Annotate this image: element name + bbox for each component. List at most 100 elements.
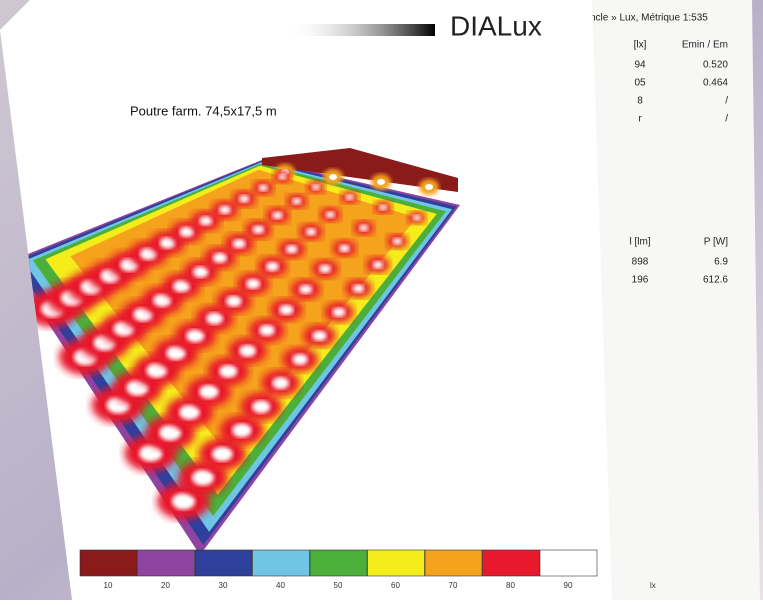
light-spot-core bbox=[412, 214, 421, 221]
light-spot-core bbox=[126, 379, 149, 396]
light-spot-core bbox=[265, 261, 279, 272]
light-spot-core bbox=[272, 377, 290, 390]
legend-label: 70 bbox=[449, 581, 458, 590]
cell: 8 bbox=[637, 96, 643, 107]
cell: 898 bbox=[632, 257, 649, 268]
light-spot-core bbox=[232, 239, 246, 249]
light-spot-core bbox=[166, 346, 186, 361]
light-spot-core bbox=[372, 261, 384, 269]
back-page-content: ncle » Lux, Métrique 1:535 [lx] Emin / Em… bbox=[590, 13, 728, 286]
legend-swatch bbox=[137, 549, 195, 577]
light-spot-core bbox=[159, 424, 182, 441]
wall bbox=[262, 148, 458, 192]
light-spot-core bbox=[319, 264, 331, 274]
light-spot-core bbox=[292, 197, 302, 205]
light-spot-core bbox=[238, 195, 250, 203]
logo: DIALux bbox=[450, 10, 542, 41]
light-spot-core bbox=[159, 237, 176, 249]
light-spot-core bbox=[232, 423, 252, 438]
light-spot-core bbox=[212, 252, 228, 263]
cell: 6.9 bbox=[714, 257, 728, 268]
light-spot-core bbox=[153, 293, 172, 307]
light-spot-core bbox=[252, 225, 265, 234]
cell: 0.464 bbox=[703, 78, 728, 89]
light-spot-core bbox=[206, 312, 223, 325]
light-spot-core bbox=[226, 295, 242, 307]
column-header: l [lm] bbox=[629, 237, 650, 248]
light-spot-core bbox=[239, 344, 257, 357]
light-spot-core bbox=[219, 205, 231, 215]
cell: 94 bbox=[634, 60, 646, 71]
legend-label: 90 bbox=[564, 581, 573, 590]
light-spot-core bbox=[305, 228, 317, 236]
legend-swatch bbox=[194, 549, 253, 577]
light-spot-core bbox=[332, 307, 346, 317]
legend-label: 20 bbox=[161, 581, 170, 590]
legend: 10 20 30 40 50 60 70 80 90 lx bbox=[79, 549, 656, 590]
light-spot-core bbox=[259, 324, 275, 336]
legend-swatch bbox=[482, 549, 540, 577]
light-spot-core bbox=[279, 304, 294, 315]
light-spot-core bbox=[139, 444, 163, 462]
header-bar bbox=[285, 24, 435, 36]
light-spot-core bbox=[179, 404, 200, 420]
light-spot-core bbox=[186, 329, 205, 343]
legend-label: 80 bbox=[506, 581, 515, 590]
legend-swatch bbox=[309, 549, 368, 577]
light-spot-core bbox=[219, 364, 238, 378]
light-spot-core bbox=[212, 446, 233, 462]
light-spot-core bbox=[258, 184, 268, 192]
light-spot-core bbox=[299, 284, 313, 295]
wall-spot-core bbox=[377, 179, 385, 185]
legend-label: 40 bbox=[276, 581, 285, 590]
cell: r bbox=[638, 114, 642, 125]
legend-unit: lx bbox=[650, 581, 656, 590]
legend-swatch bbox=[367, 549, 425, 577]
light-spot-core bbox=[339, 244, 350, 253]
light-spot-core bbox=[352, 284, 365, 293]
light-spot-core bbox=[191, 469, 214, 486]
light-spot-core bbox=[392, 237, 402, 245]
luminance-plan bbox=[8, 148, 460, 555]
cell: 196 bbox=[632, 275, 649, 286]
back-page bbox=[560, 0, 760, 600]
legend-label: 60 bbox=[391, 581, 400, 590]
legend-label: 50 bbox=[334, 581, 343, 590]
light-spot-core bbox=[252, 400, 271, 414]
light-spot-core bbox=[199, 216, 213, 226]
light-spot-core bbox=[278, 174, 287, 180]
column-header: P [W] bbox=[704, 237, 728, 248]
light-spot-core bbox=[272, 211, 283, 220]
light-spot-core bbox=[292, 353, 308, 366]
light-spot-core bbox=[199, 384, 219, 399]
light-spot-core bbox=[146, 363, 167, 378]
legend-swatch bbox=[252, 549, 310, 577]
light-spot-core bbox=[179, 226, 194, 237]
light-spot-core bbox=[140, 247, 157, 260]
cell: / bbox=[725, 96, 728, 107]
light-spot-core bbox=[345, 194, 354, 201]
column-header: [lx] bbox=[634, 40, 647, 51]
light-spot-core bbox=[192, 266, 209, 278]
light-spot-core bbox=[311, 184, 320, 190]
back-header: ncle » Lux, Métrique 1:535 bbox=[590, 13, 708, 24]
legend-swatch bbox=[539, 549, 598, 577]
light-spot-core bbox=[379, 204, 388, 211]
legend-label: 10 bbox=[104, 581, 113, 590]
cell: 0.520 bbox=[703, 60, 728, 71]
light-spot-core bbox=[171, 493, 196, 510]
light-spot-core bbox=[312, 330, 327, 341]
light-spot-core bbox=[245, 278, 261, 289]
legend-swatch bbox=[424, 549, 483, 577]
cell: 612.6 bbox=[703, 275, 728, 286]
column-header: Emin / Em bbox=[682, 40, 728, 51]
wall-spot-core bbox=[425, 184, 433, 190]
legend-label: 30 bbox=[219, 581, 228, 590]
light-spot-core bbox=[359, 224, 369, 232]
light-spot-core bbox=[133, 307, 153, 322]
legend-swatch bbox=[79, 549, 138, 577]
cell: 05 bbox=[634, 78, 646, 89]
light-spot-core bbox=[325, 211, 335, 218]
light-spot-core bbox=[173, 280, 190, 293]
